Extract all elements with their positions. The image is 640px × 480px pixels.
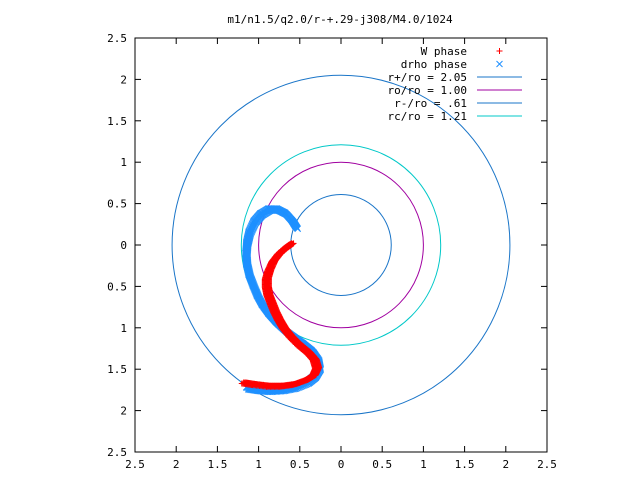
y-tick-label: 2 [120, 73, 127, 86]
x-tick-label: 2.5 [125, 458, 145, 471]
y-tick-label: 0.5 [107, 198, 127, 211]
x-tick-label: 0 [338, 458, 345, 471]
y-tick-label: 2 [120, 405, 127, 418]
y-tick-label: 0.5 [107, 280, 127, 293]
y-tick-label: 2.5 [107, 446, 127, 459]
x-tick-label: 2 [173, 458, 180, 471]
x-tick-label: 2.5 [537, 458, 557, 471]
legend-label: drho phase [401, 58, 467, 71]
plot-frame [134, 37, 548, 453]
chart-title: m1/n1.5/q2.0/r-+.29-j308/M4.0/1024 [227, 13, 453, 26]
x-tick-label: 1 [420, 458, 427, 471]
y-tick-label: 0 [120, 239, 127, 252]
x-tick-label: 1.5 [207, 458, 227, 471]
circle-series-2 [171, 74, 511, 416]
x-tick-label: 0.5 [372, 458, 392, 471]
legend-label: W phase [421, 45, 467, 58]
circle-series-4 [290, 193, 392, 297]
x-tick-label: 0.5 [290, 458, 310, 471]
legend-label: r-/ro = .61 [394, 97, 467, 110]
series-layer [171, 74, 511, 416]
axis-ticks: 2.5 2 1.5 1 0.5 0 0.5 1 1.5 2 2.52.521.510.500.511… [107, 32, 557, 471]
series-0 [238, 240, 323, 390]
x-tick-label: 1 [255, 458, 262, 471]
legend-label: ro/ro = 1.00 [388, 84, 467, 97]
x-tick-label: 1.5 [455, 458, 475, 471]
legend-cross-marker [496, 60, 503, 68]
drho-phase-marker [294, 225, 302, 233]
y-tick-label: 1 [120, 322, 127, 335]
y-tick-label: 1.5 [107, 363, 127, 376]
legend-label: r+/ro = 2.05 [388, 71, 467, 84]
legend-plus-marker [496, 48, 503, 54]
legend-label: rc/ro = 1.21 [388, 110, 467, 123]
w-phase-marker [286, 241, 293, 248]
y-tick-label: 2.5 [107, 32, 127, 45]
w-phase-marker [290, 240, 297, 247]
y-tick-label: 1.5 [107, 115, 127, 128]
circle-series-5 [240, 144, 442, 346]
x-tick-label: 2 [502, 458, 509, 471]
circle-series-3 [258, 161, 424, 329]
y-tick-label: 1 [120, 156, 127, 169]
